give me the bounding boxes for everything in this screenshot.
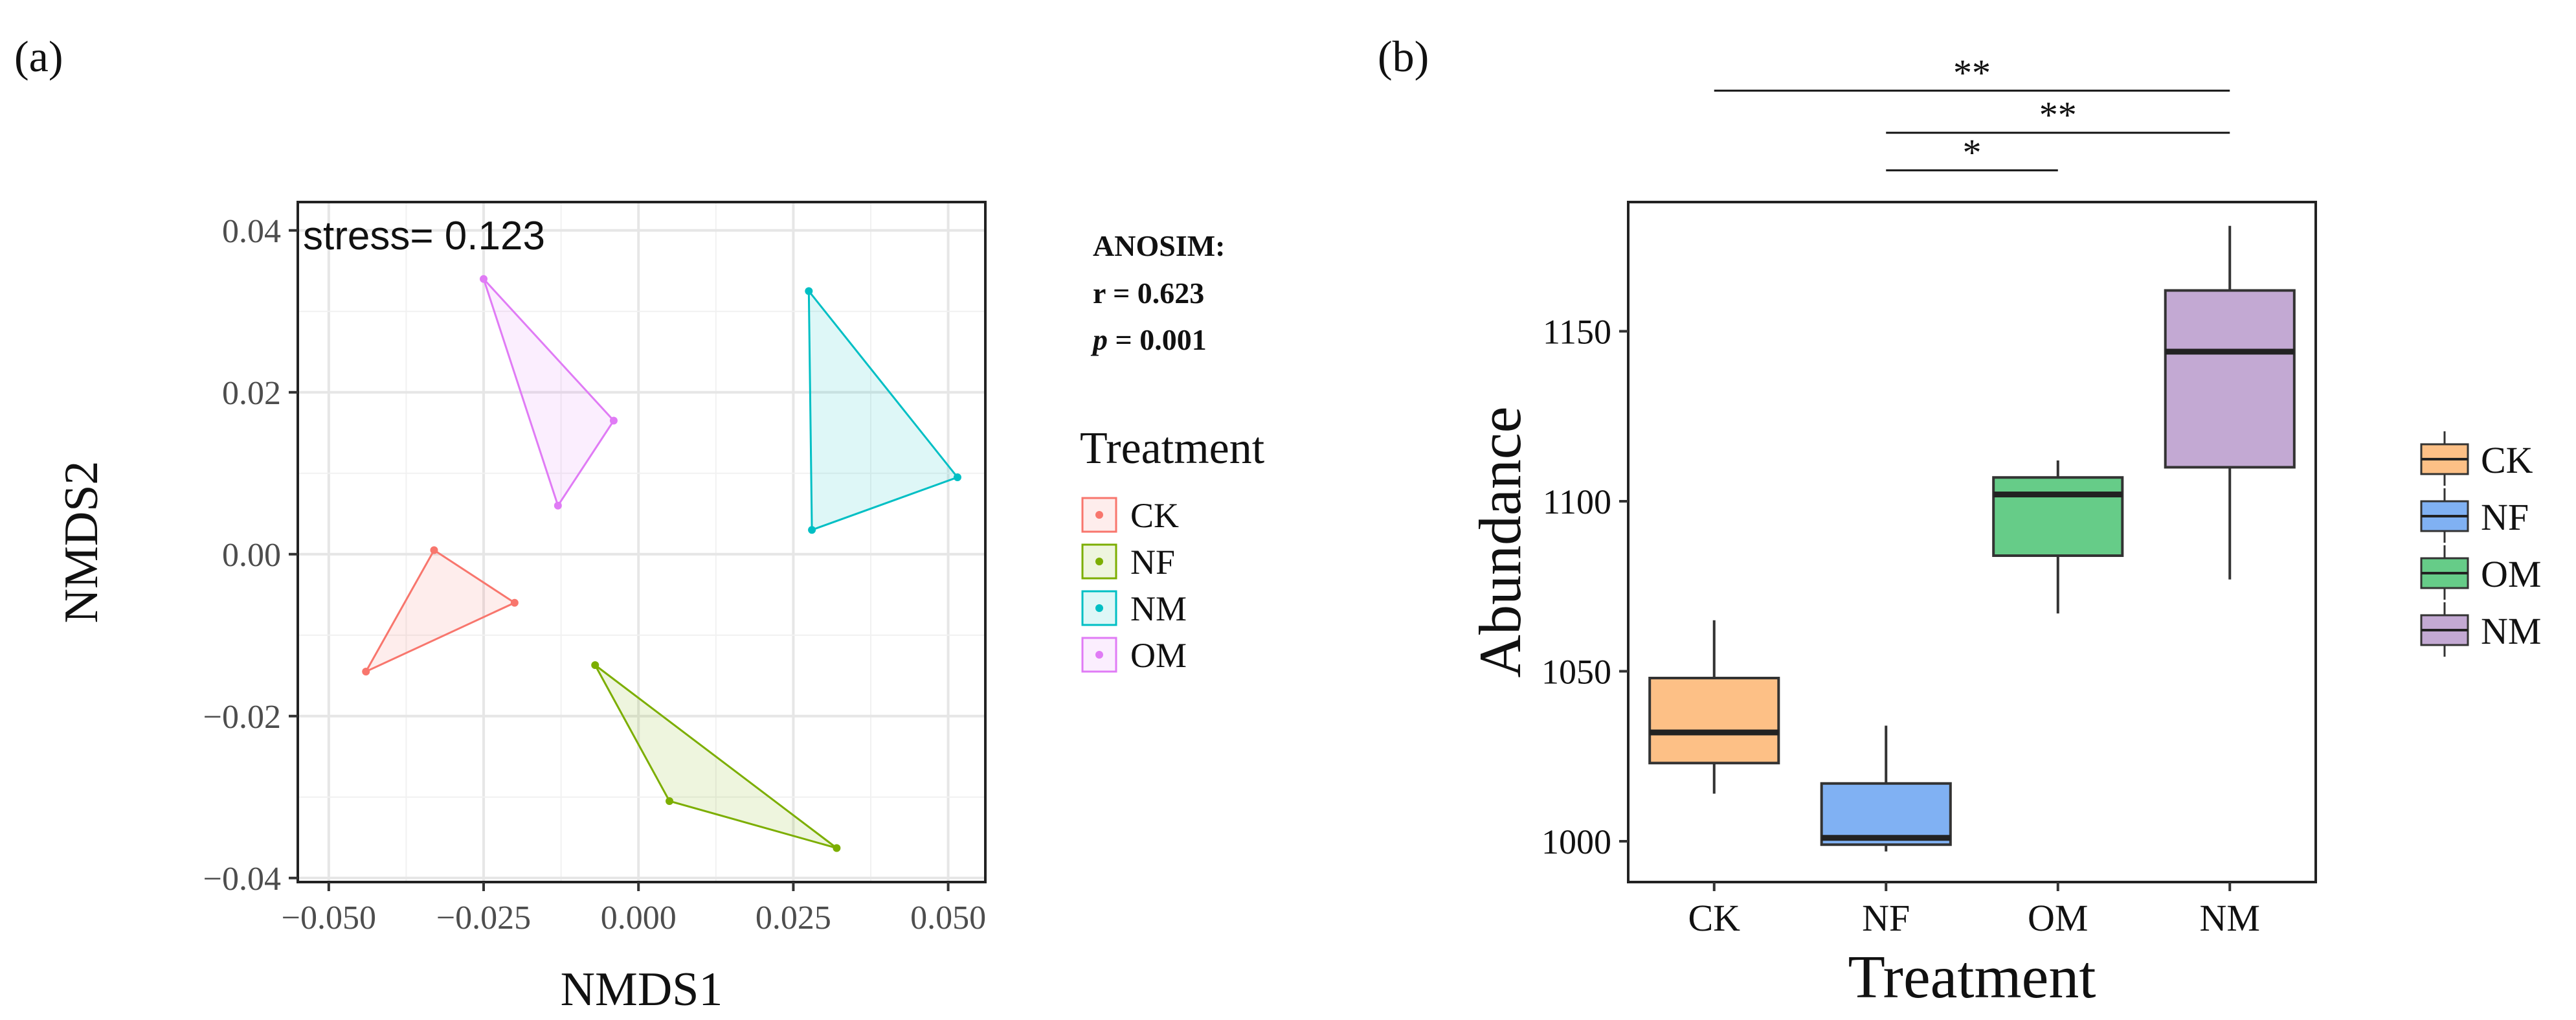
significance-label-nf-nm: ** <box>2039 94 2077 136</box>
panel-b-x-axis: CK NF OM NM <box>1688 882 2260 939</box>
hull-om <box>482 278 615 508</box>
significance-brackets: ***** <box>1714 52 2230 174</box>
anosim-p-symbol: p <box>1090 323 1108 356</box>
legend-dot-ck <box>1095 511 1103 519</box>
significance-label-nf-om: * <box>1963 131 1982 174</box>
x-tick-label-ck: CK <box>1688 897 1740 939</box>
y-tick-label: 1000 <box>1541 822 1611 861</box>
panel-a-points <box>362 275 961 852</box>
panel-b-x-axis-title: Treatment <box>1848 944 2096 1011</box>
legend-label-nf: NF <box>2481 496 2529 538</box>
point-ck <box>510 598 519 607</box>
panel-b-y-axis: 1000 1050 1100 1150 <box>1541 313 1628 861</box>
y-tick-label: −0.04 <box>203 861 281 898</box>
legend-label-ck: CK <box>1130 496 1179 535</box>
panel-a-grid <box>298 202 985 882</box>
x-tick-label-om: OM <box>2028 897 2088 939</box>
x-tick-label: −0.050 <box>282 900 376 936</box>
panel-a-y-axis: −0.04 −0.02 0.00 0.02 0.04 <box>203 213 298 898</box>
point-ck <box>362 668 370 675</box>
y-tick-label: 1100 <box>1543 482 1611 521</box>
panel-b-plot-frame <box>1627 201 2317 883</box>
panel-a-plot-background <box>298 202 985 882</box>
hull-nf <box>594 664 838 849</box>
stress-annotation: stress= 0.123 <box>303 214 545 258</box>
y-tick-label: 0.04 <box>222 213 281 250</box>
point-nf <box>833 844 841 852</box>
legend-label-nm: NM <box>2481 610 2541 652</box>
x-tick-label: −0.025 <box>436 900 531 936</box>
point-om <box>554 501 562 510</box>
x-tick-label: 0.050 <box>910 900 986 936</box>
panel-b-y-axis-title: Abundance <box>1467 407 1533 678</box>
panel-a-y-axis-title: NMDS2 <box>55 461 108 624</box>
point-nm <box>808 526 816 534</box>
panel-a-legend-title: Treatment <box>1080 424 1265 473</box>
legend-label-nm: NM <box>1130 589 1187 628</box>
box-nm <box>2164 289 2296 469</box>
legend-label-om: OM <box>2481 553 2541 595</box>
y-tick-label: −0.02 <box>203 699 281 736</box>
y-tick-label: 1150 <box>1543 313 1611 352</box>
legend-label-ck: CK <box>2481 439 2533 481</box>
significance-label-ck-nm: ** <box>1953 52 1991 94</box>
anosim-title: ANOSIM: <box>1093 229 1225 262</box>
legend-dot-om <box>1095 651 1103 659</box>
panel-b-legend: CK NF OM NM <box>2420 431 2541 657</box>
x-tick-label-nf: NF <box>1862 897 1910 939</box>
legend-dot-nm <box>1095 604 1103 612</box>
box-ck <box>1648 677 1780 765</box>
panel-a-legend: CK NF NM OM <box>1081 496 1187 675</box>
legend-dot-nf <box>1095 558 1103 565</box>
panel-a-x-axis-title: NMDS1 <box>561 963 723 1016</box>
hull-nm <box>807 288 959 532</box>
legend-label-om: OM <box>1130 636 1187 675</box>
point-om <box>480 275 488 283</box>
box-om <box>1992 476 2124 557</box>
panel-a-x-axis: −0.050 −0.025 0.000 0.025 0.050 <box>282 882 986 936</box>
panel-a-label: (a) <box>14 32 63 81</box>
point-nm <box>805 287 813 295</box>
panel-b-boxes <box>1648 225 2296 852</box>
point-nm <box>953 473 961 481</box>
anosim-r: r = 0.623 <box>1093 277 1204 310</box>
x-tick-label: 0.025 <box>756 900 831 936</box>
hull-ck <box>363 549 517 674</box>
panel-a-hulls <box>363 278 959 849</box>
x-tick-label-nm: NM <box>2200 897 2260 939</box>
panel-b-label: (b) <box>1378 32 1429 81</box>
point-ck <box>430 546 438 554</box>
y-tick-label: 0.02 <box>222 375 281 412</box>
point-nf <box>666 797 674 805</box>
legend-label-nf: NF <box>1130 543 1175 582</box>
box-nf <box>1820 782 1952 846</box>
anosim-p-value: = 0.001 <box>1108 323 1207 356</box>
x-tick-label: 0.000 <box>601 900 677 936</box>
panel-a-plot-frame <box>297 201 987 883</box>
point-om <box>609 416 618 425</box>
anosim-p: p = 0.001 <box>1090 323 1207 356</box>
point-nf <box>591 661 599 669</box>
panel-a-nmds: (a) stress= 0.123 −0.050 −0.025 0.000 0.025… <box>14 32 1265 1016</box>
y-tick-label: 1050 <box>1541 653 1611 692</box>
y-tick-label: 0.00 <box>222 537 281 574</box>
